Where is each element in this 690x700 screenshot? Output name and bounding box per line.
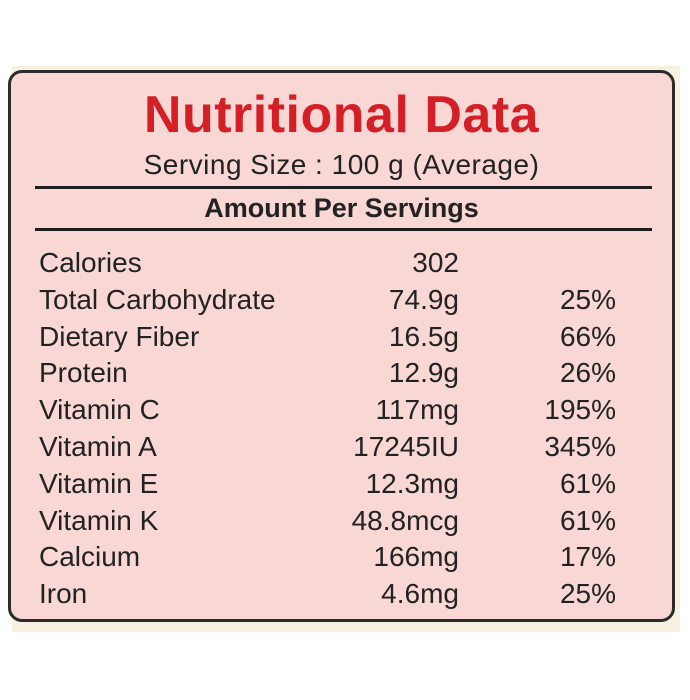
nutrient-amount: 74.9g (388, 283, 459, 315)
nutrient-row-calcium: Calcium 166mg 17% (11, 539, 672, 576)
section-heading: Amount Per Servings (204, 193, 479, 223)
nutrition-label-panel: Nutritional Data Serving Size : 100 g (A… (8, 70, 675, 622)
nutrient-name: Vitamin C (39, 394, 160, 426)
nutrient-name: Iron (39, 578, 88, 610)
nutrient-daily-value: 26% (559, 357, 616, 389)
nutrient-daily-value: 25% (559, 283, 616, 315)
nutrient-daily-value: 61% (559, 467, 616, 499)
nutrient-amount: 48.8mcg (351, 504, 459, 536)
nutrient-row-total-carbohydrate: Total Carbohydrate 74.9g 25% (11, 282, 672, 319)
nutrient-amount: 16.5g (388, 320, 459, 352)
nutrient-daily-value: 17% (559, 541, 616, 573)
nutrient-name: Calories (39, 247, 142, 278)
nutrient-row-iron: Iron 4.6mg 25% (11, 576, 672, 613)
nutrient-row-vitamin-a: Vitamin A 17245IU 345% (11, 429, 672, 466)
nutrient-daily-value: 66% (559, 320, 616, 352)
nutrient-row-vitamin-k: Vitamin K 48.8mcg 61% (11, 503, 672, 540)
nutrient-amount: 12.9g (388, 357, 459, 389)
nutrient-amount: 166mg (373, 541, 459, 573)
nutrient-name: Vitamin A (39, 430, 157, 462)
nutrient-amount: 12.3mg (365, 467, 459, 499)
nutrient-name: Vitamin E (39, 467, 159, 499)
nutrient-row-calories: Calories 302 (11, 245, 672, 282)
nutrient-row-dietary-fiber: Dietary Fiber 16.5g 66% (11, 319, 672, 356)
nutrient-daily-value: 61% (559, 504, 616, 536)
nutrient-amount: 4.6mg (381, 578, 459, 610)
nutrient-daily-value: 195% (544, 394, 616, 426)
nutrient-table: Calories 302 Total Carbohydrate 74.9g 25… (11, 245, 672, 613)
nutrient-row-vitamin-e: Vitamin E 12.3mg 61% (11, 466, 672, 503)
nutrient-name: Total Carbohydrate (39, 283, 276, 315)
nutrient-row-protein: Protein 12.9g 26% (11, 355, 672, 392)
nutrient-name: Calcium (39, 541, 141, 573)
serving-size-line: Serving Size : 100 g (Average) (143, 149, 540, 180)
nutrient-daily-value: 25% (559, 578, 616, 610)
nutrient-name: Protein (39, 357, 128, 389)
nutrient-daily-value: 345% (544, 430, 616, 462)
divider-top (35, 186, 652, 189)
nutrient-amount: 117mg (375, 394, 459, 426)
divider-bottom (35, 228, 652, 231)
nutrient-amount: 302 (412, 247, 459, 278)
nutrient-amount: 17245IU (353, 430, 459, 462)
nutrient-row-vitamin-c: Vitamin C 117mg 195% (11, 392, 672, 429)
nutrient-name: Vitamin K (39, 504, 159, 536)
label-title: Nutritional Data (143, 86, 540, 144)
nutrient-name: Dietary Fiber (39, 320, 200, 352)
